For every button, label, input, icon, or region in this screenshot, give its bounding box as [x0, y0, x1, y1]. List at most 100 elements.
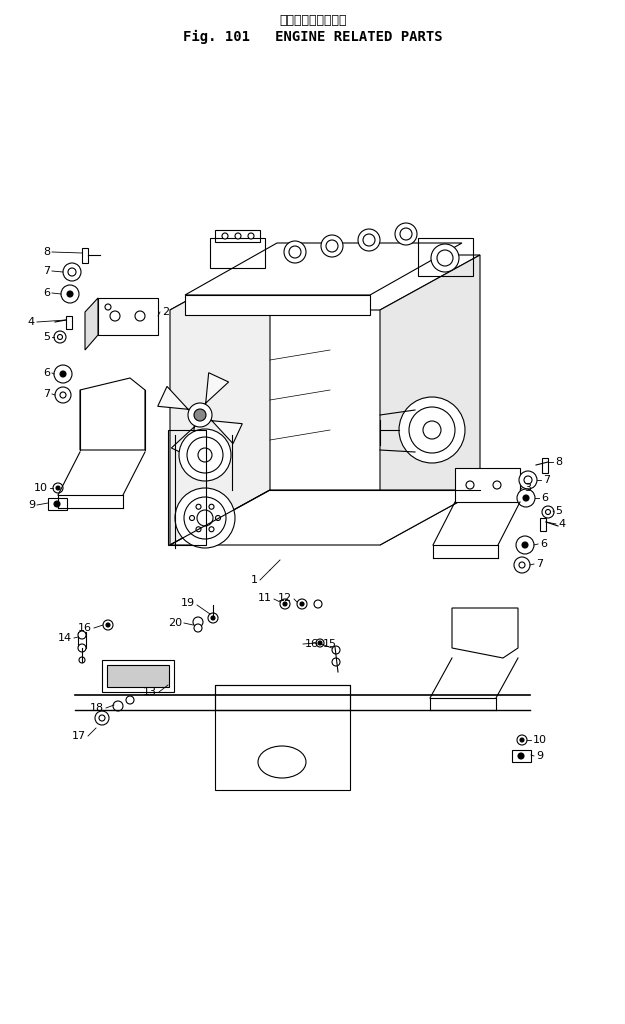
- Bar: [82, 248, 88, 263]
- Circle shape: [196, 526, 201, 531]
- Circle shape: [193, 617, 203, 627]
- Circle shape: [67, 291, 73, 297]
- Circle shape: [326, 240, 338, 252]
- Text: 16: 16: [305, 639, 319, 649]
- Circle shape: [517, 735, 527, 745]
- Circle shape: [517, 489, 535, 507]
- Polygon shape: [170, 490, 480, 545]
- Text: 6: 6: [43, 288, 50, 298]
- Circle shape: [522, 542, 528, 548]
- Bar: [66, 316, 72, 329]
- Circle shape: [209, 504, 214, 509]
- Text: 10: 10: [34, 483, 48, 493]
- Polygon shape: [171, 421, 199, 458]
- Circle shape: [211, 616, 215, 620]
- Circle shape: [520, 738, 524, 742]
- Text: 3: 3: [524, 483, 531, 493]
- Circle shape: [300, 602, 304, 606]
- Circle shape: [216, 515, 221, 520]
- Bar: [210, 238, 265, 268]
- Circle shape: [523, 495, 529, 501]
- Circle shape: [399, 397, 465, 463]
- Bar: [540, 518, 546, 531]
- Circle shape: [194, 409, 206, 421]
- Circle shape: [78, 644, 86, 652]
- Bar: [215, 685, 350, 710]
- Circle shape: [135, 311, 145, 321]
- Circle shape: [105, 304, 111, 310]
- Circle shape: [514, 557, 530, 573]
- Text: エンジン　関連部品: エンジン 関連部品: [279, 14, 347, 27]
- Circle shape: [79, 657, 85, 663]
- Circle shape: [56, 486, 60, 490]
- Circle shape: [198, 449, 212, 462]
- Circle shape: [314, 600, 322, 608]
- Text: 15: 15: [323, 639, 337, 649]
- Text: 5: 5: [43, 332, 50, 342]
- Circle shape: [466, 481, 474, 489]
- Text: 7: 7: [43, 266, 50, 276]
- Circle shape: [519, 562, 525, 568]
- Circle shape: [283, 602, 287, 606]
- Circle shape: [284, 241, 306, 263]
- Circle shape: [431, 244, 459, 272]
- Bar: [215, 230, 260, 242]
- Text: 19: 19: [181, 598, 195, 608]
- Circle shape: [493, 481, 501, 489]
- Text: 7: 7: [543, 475, 550, 485]
- Text: 18: 18: [90, 703, 104, 713]
- Circle shape: [54, 331, 66, 343]
- Polygon shape: [455, 468, 520, 502]
- Circle shape: [103, 620, 113, 630]
- Text: 12: 12: [278, 593, 292, 603]
- Polygon shape: [80, 378, 145, 450]
- Circle shape: [110, 311, 120, 321]
- Text: 1: 1: [251, 575, 258, 585]
- Circle shape: [208, 613, 218, 623]
- Circle shape: [363, 234, 375, 246]
- Circle shape: [332, 646, 340, 654]
- Circle shape: [55, 387, 71, 403]
- Circle shape: [113, 701, 123, 711]
- Circle shape: [99, 715, 105, 721]
- Circle shape: [235, 233, 241, 239]
- Circle shape: [321, 234, 343, 257]
- Polygon shape: [185, 295, 370, 315]
- Polygon shape: [185, 243, 462, 295]
- Bar: [107, 665, 169, 687]
- Circle shape: [542, 506, 554, 518]
- Circle shape: [524, 476, 532, 484]
- Bar: [512, 750, 531, 762]
- Polygon shape: [158, 386, 194, 414]
- Circle shape: [516, 536, 534, 554]
- Circle shape: [196, 504, 201, 509]
- Polygon shape: [170, 255, 270, 545]
- Text: 6: 6: [540, 539, 547, 549]
- Text: 13: 13: [143, 687, 157, 697]
- Circle shape: [280, 599, 290, 609]
- Bar: [215, 685, 350, 790]
- Circle shape: [95, 711, 109, 725]
- Circle shape: [316, 639, 324, 647]
- Circle shape: [209, 526, 214, 531]
- Polygon shape: [170, 255, 480, 310]
- Circle shape: [68, 268, 76, 276]
- Text: 5: 5: [555, 506, 562, 516]
- Circle shape: [54, 365, 72, 383]
- Text: 4: 4: [558, 519, 565, 529]
- Circle shape: [297, 599, 307, 609]
- Circle shape: [437, 250, 453, 266]
- Circle shape: [400, 228, 412, 240]
- Circle shape: [126, 696, 134, 705]
- Circle shape: [519, 471, 537, 489]
- Circle shape: [423, 421, 441, 439]
- Polygon shape: [206, 417, 242, 443]
- Text: 7: 7: [536, 559, 543, 569]
- Circle shape: [106, 623, 110, 627]
- Circle shape: [197, 510, 213, 526]
- Text: 9: 9: [536, 751, 543, 761]
- Ellipse shape: [258, 746, 306, 778]
- Circle shape: [222, 233, 228, 239]
- Bar: [542, 458, 548, 473]
- Bar: [102, 660, 174, 692]
